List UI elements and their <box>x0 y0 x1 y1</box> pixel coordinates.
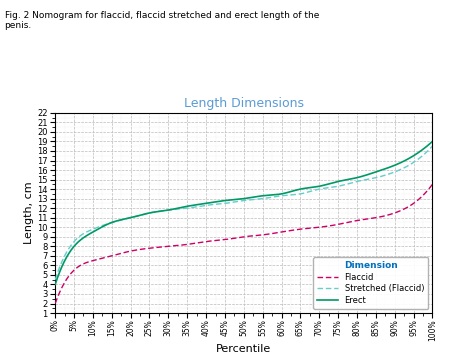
Erect <box>256 194 262 198</box>
Flaccid <box>429 182 434 186</box>
Erect <box>420 147 425 151</box>
Stretched (Flaccid) <box>231 200 236 204</box>
Flaccid <box>420 193 425 197</box>
Title: Length Dimensions: Length Dimensions <box>184 97 303 110</box>
Erect <box>233 197 239 202</box>
Stretched (Flaccid) <box>233 199 239 204</box>
Erect <box>361 174 366 178</box>
X-axis label: Percentile: Percentile <box>216 344 271 354</box>
Flaccid <box>361 217 366 222</box>
Stretched (Flaccid) <box>52 277 58 282</box>
Flaccid <box>256 233 262 237</box>
Flaccid <box>276 230 282 234</box>
Line: Flaccid: Flaccid <box>55 184 431 304</box>
Line: Stretched (Flaccid): Stretched (Flaccid) <box>55 146 431 280</box>
Stretched (Flaccid) <box>429 144 434 149</box>
Stretched (Flaccid) <box>256 197 262 201</box>
Flaccid <box>52 301 58 306</box>
Erect <box>276 192 282 196</box>
Legend: Flaccid, Stretched (Flaccid), Erect: Flaccid, Stretched (Flaccid), Erect <box>312 257 427 309</box>
Flaccid <box>233 236 239 240</box>
Text: Fig. 2 Nomogram for flaccid, flaccid stretched and erect length of the
penis.: Fig. 2 Nomogram for flaccid, flaccid str… <box>5 11 318 30</box>
Stretched (Flaccid) <box>420 153 425 157</box>
Line: Erect: Erect <box>55 142 431 284</box>
Erect <box>429 139 434 144</box>
Erect <box>231 197 236 202</box>
Y-axis label: Length, cm: Length, cm <box>24 182 34 244</box>
Erect <box>52 282 58 286</box>
Stretched (Flaccid) <box>276 194 282 198</box>
Stretched (Flaccid) <box>361 178 366 182</box>
Flaccid <box>231 236 236 240</box>
